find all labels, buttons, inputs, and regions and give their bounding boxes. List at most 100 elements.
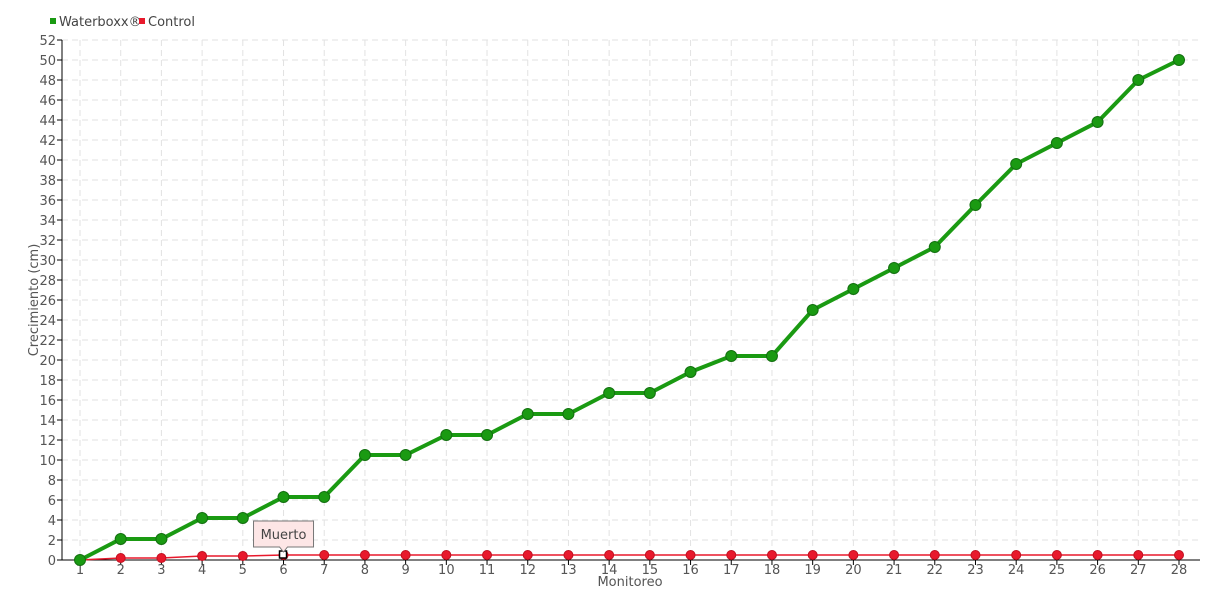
data-point [358,449,371,461]
data-point [277,491,290,503]
data-point [929,550,940,560]
y-tick-label: 26 [39,294,56,309]
data-point [114,533,127,545]
data-point [1133,550,1144,560]
x-tick-label: 7 [320,563,328,578]
x-tick-label: 25 [1049,563,1066,578]
x-tick-label: 20 [845,563,862,578]
data-point [1092,550,1103,560]
x-tick-label: 6 [279,563,287,578]
x-tick-label: 9 [401,563,409,578]
y-axis-label: Crecimiento (cm) [27,244,42,357]
x-tick-label: 27 [1130,563,1147,578]
y-tick-label: 42 [39,134,56,149]
x-tick-label: 19 [804,563,821,578]
data-point [521,408,534,420]
data-point [1010,158,1023,170]
x-tick-label: 24 [1008,563,1025,578]
data-point [725,350,738,362]
y-tick-label: 32 [39,234,56,249]
y-tick-label: 30 [39,254,56,269]
data-point [1132,74,1145,86]
x-tick-label: 15 [642,563,659,578]
data-point [847,283,860,295]
annotation-tooltip: Muerto [253,520,315,553]
data-point [359,550,370,560]
y-tick-label: 24 [39,314,56,329]
data-point [115,553,126,563]
y-tick-label: 4 [48,514,56,529]
y-tick-label: 16 [39,394,56,409]
data-point [643,387,656,399]
data-point [970,550,981,560]
y-tick-label: 28 [39,274,56,289]
x-tick-label: 4 [198,563,206,578]
x-tick-label: 1 [76,563,84,578]
data-point [400,550,411,560]
y-tick-label: 8 [48,474,56,489]
data-point [482,550,493,560]
data-point [1050,137,1063,149]
legend-label: Waterboxx® [59,15,142,30]
x-tick-label: 8 [361,563,369,578]
data-point [399,449,412,461]
y-tick-label: 48 [39,74,56,89]
legend-swatch [139,18,145,24]
data-point [1091,116,1104,128]
data-point [1173,54,1185,66]
data-point [155,533,168,545]
data-point [563,550,574,560]
y-tick-label: 34 [39,214,56,229]
y-tick-label: 0 [48,554,56,569]
y-tick-label: 44 [39,114,56,129]
series-line-waterboxx [79,58,1180,562]
y-tick-label: 2 [48,534,56,549]
data-point [74,554,86,566]
x-tick-label: 13 [560,563,577,578]
data-point [440,429,453,441]
data-point [156,553,167,563]
y-tick-label: 38 [39,174,56,189]
x-tick-label: 12 [519,563,536,578]
data-point [319,550,330,560]
y-tick-label: 50 [39,54,56,69]
data-point [481,429,494,441]
data-point [522,550,533,560]
data-point [441,550,452,560]
y-tick-label: 10 [39,454,56,469]
x-tick-label: 21 [886,563,903,578]
data-point [806,304,819,316]
data-point [196,512,209,524]
data-point [1011,550,1022,560]
x-tick-label: 23 [967,563,984,578]
x-tick-label: 14 [601,563,618,578]
data-point [1174,550,1184,560]
data-point [765,350,778,362]
data-point [644,550,655,560]
data-point [237,551,248,561]
y-tick-label: 40 [39,154,56,169]
data-point [562,408,575,420]
y-tick-label: 18 [39,374,56,389]
y-tick-label: 52 [39,34,56,49]
y-tick-label: 20 [39,354,56,369]
x-axis-label: Monitoreo [597,575,662,590]
data-point [684,366,697,378]
data-point [685,550,696,560]
x-tick-label: 16 [682,563,699,578]
y-tick-label: 36 [39,194,56,209]
tooltip-box [253,520,315,553]
x-tick-label: 17 [723,563,740,578]
data-point [236,512,249,524]
legend-swatch [50,18,56,24]
y-tick-label: 22 [39,334,56,349]
x-tick-label: 3 [157,563,165,578]
data-point [1051,550,1062,560]
y-tick-label: 12 [39,434,56,449]
data-point [603,387,616,399]
data-point [604,550,615,560]
x-tick-label: 18 [764,563,781,578]
x-tick-label: 10 [438,563,455,578]
legend-label: Control [148,15,195,30]
